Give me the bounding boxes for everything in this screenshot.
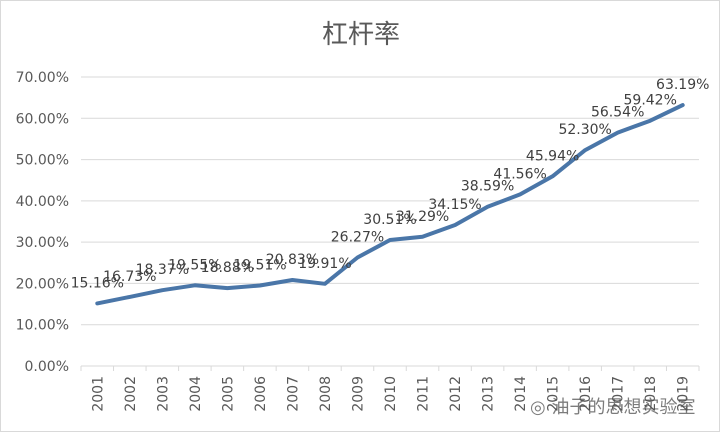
data-label: 16.73% [103,269,156,285]
wechat-icon: ◎ [530,397,546,418]
x-tick-label: 2001 [90,376,106,412]
x-tick-label: 2018 [643,376,659,412]
x-tick-label: 2019 [676,376,692,412]
data-label: 26.27% [331,230,384,246]
x-axis: 2001 2002 2003 2004 2005 2006 2007 2008 2009 2010… [80,366,700,412]
x-tick-label: 2015 [546,376,562,412]
x-tick-label: 2003 [155,376,171,412]
x-tick-label: 2006 [253,376,269,412]
y-tick-label: 20.00% [16,276,69,292]
x-tick-label: 2005 [220,376,236,412]
data-label: 18.37% [136,262,189,278]
y-tick-label: 50.00% [16,153,69,169]
data-label: 30.51% [363,212,416,228]
data-label: 59.42% [624,93,677,109]
data-label: 34.15% [428,197,481,213]
data-label: 15.16% [71,275,124,291]
data-label: 38.59% [461,179,514,195]
watermark: ◎ 油子的思想实验室 [530,393,695,419]
x-tick-label: 2016 [578,376,594,412]
x-tick-label: 2004 [188,376,204,412]
x-tick-label: 2009 [350,376,366,412]
x-tick-label: 2013 [481,376,497,412]
watermark-text: 油子的思想实验室 [551,397,696,418]
x-tick-label: 2010 [383,376,399,412]
y-tick-label: 10.00% [16,318,69,334]
data-label: 45.94% [526,148,579,164]
x-tick-label: 2012 [448,376,464,412]
data-label: 19.91% [298,256,351,272]
data-label: 19.55% [168,257,221,273]
data-label: 31.29% [396,209,449,225]
y-tick-label: 70.00% [16,70,69,86]
x-tick-label: 2007 [285,376,301,412]
data-label: 56.54% [591,105,644,121]
x-tick-label: 2014 [513,376,529,412]
x-tick-label: 2002 [123,376,139,412]
y-tick-label: 30.00% [16,235,69,251]
data-label: 41.56% [493,166,546,182]
data-label: 63.19% [656,77,709,93]
series-line [95,103,685,306]
data-label: 52.30% [558,122,611,138]
y-tick-label: 0.00% [25,359,69,375]
x-tick-label: 2017 [611,376,627,412]
y-tick-label: 60.00% [16,111,69,127]
data-label: 18.88% [201,260,254,276]
data-label: 20.83% [266,252,319,268]
chart-title: 杠杆率 [321,20,400,50]
leverage-line [95,103,685,306]
data-labels: 15.16%16.73%18.37%19.55%18.88%19.51%20.8… [71,77,710,291]
x-tick-label: 2008 [318,376,334,412]
data-label: 19.51% [233,257,286,273]
x-tick-label: 2011 [416,376,432,412]
gridlines [81,76,699,367]
y-tick-label: 40.00% [16,194,69,210]
y-axis: 0.00% 10.00% 20.00% 30.00% 40.00% 50.00% 60.00… [16,70,69,375]
